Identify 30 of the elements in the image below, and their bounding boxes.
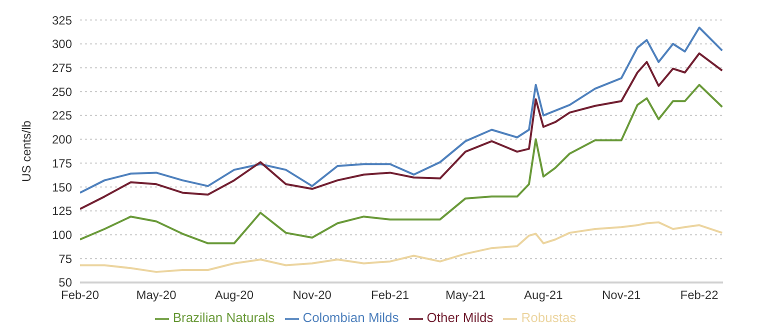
x-tick-label: May-21 [445, 288, 486, 302]
y-tick-label: 300 [52, 37, 72, 52]
x-tick-label: Aug-20 [214, 288, 254, 302]
legend-label: Other Milds [426, 310, 494, 326]
x-tick-label: May-20 [136, 288, 177, 302]
legend-label: Robustas [521, 310, 576, 326]
y-tick-label: 175 [52, 156, 72, 170]
y-tick-label: 100 [52, 228, 72, 242]
legend-label: Colombian Milds [302, 310, 399, 326]
y-tick-label: 50 [58, 276, 72, 290]
y-tick-label: 125 [52, 204, 72, 218]
line-series [80, 84, 723, 244]
x-tick-label: Aug-21 [524, 288, 564, 302]
line-series [80, 52, 723, 210]
legend-label: Brazilian Naturals [172, 310, 275, 326]
y-tick-label: 325 [52, 13, 72, 28]
x-tick-label: Feb-21 [371, 288, 410, 302]
y-axis-title: US cents/lb [19, 120, 34, 182]
line-series [80, 221, 723, 273]
y-tick-label: 200 [52, 132, 72, 147]
y-tick-label: 225 [52, 108, 72, 123]
x-tick-label: Nov-20 [292, 288, 332, 302]
x-tick-label: Feb-22 [680, 288, 719, 302]
line-series [80, 26, 723, 194]
y-tick-label: 250 [52, 84, 72, 99]
y-tick-label: 75 [58, 252, 72, 266]
y-tick-label: 150 [52, 180, 72, 194]
y-tick-label: 275 [52, 60, 72, 75]
x-tick-label: Feb-20 [60, 288, 100, 302]
x-tick-label: Nov-21 [602, 288, 642, 302]
